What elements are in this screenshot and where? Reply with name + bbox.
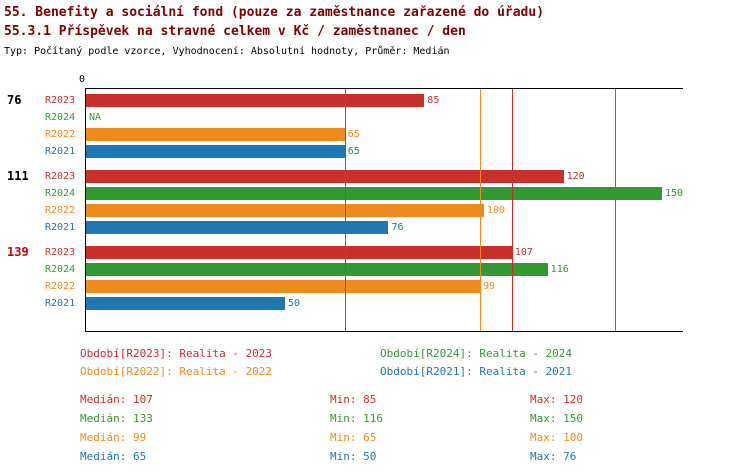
bar-r2021 — [86, 221, 389, 234]
bar-row: R2022 100 — [45, 204, 683, 217]
bar-r2021 — [86, 145, 345, 158]
stat-max: Max: 120 — [530, 393, 583, 406]
bar-value: 65 — [347, 146, 360, 157]
legend-column-right: Období[R2024]: Realita - 2024 Období[R202… — [380, 345, 572, 381]
bar-r2022 — [86, 280, 481, 293]
series-label: R2023 — [45, 95, 76, 106]
stat-max: Max: 150 — [530, 412, 583, 425]
stat-min: Min: 65 — [330, 431, 377, 444]
bar-r2024 — [86, 263, 548, 276]
legend-column-left: Období[R2023]: Realita - 2023 Období[R202… — [80, 345, 272, 381]
bar-value: 100 — [487, 205, 506, 216]
series-label: R2023 — [45, 247, 76, 258]
median-line-r2023 — [511, 89, 513, 331]
bar-value: 76 — [391, 222, 404, 233]
stat-max: Max: 100 — [530, 431, 583, 444]
stat-min: Min: 85 — [330, 393, 377, 406]
stat-min: Min: 116 — [330, 412, 383, 425]
bar-row: R2024 150 — [45, 187, 683, 200]
stat-max: Max: 76 — [530, 450, 577, 463]
bar-row: R2021 50 — [45, 297, 683, 310]
bar-group-139: 139 R2023 107 R2024 116 R2022 99 R2021 50 — [7, 246, 683, 310]
legend-item-r2022: Období[R2022]: Realita - 2022 — [80, 365, 273, 378]
bar-value: 107 — [514, 247, 533, 258]
bar-r2023 — [86, 94, 425, 107]
bar-row: R2024 NA — [45, 111, 683, 124]
bar-r2024 — [86, 187, 662, 200]
group-label: 111 — [7, 169, 29, 183]
plot-area: 0 76 R2023 85 R2024 NA R2022 65 R2021 65 111 R2023… — [7, 74, 683, 332]
chart-subtitle: Typ: Počítaný podle vzorce, Vyhodnocení:… — [4, 46, 450, 57]
bar-row: 76 R2023 85 — [7, 94, 683, 107]
bar-value: 99 — [483, 281, 496, 292]
bar-row: R2022 99 — [45, 280, 683, 293]
group-label: 76 — [7, 93, 22, 107]
stats-row-r2023: Medián: 107 Min: 85 Max: 120 — [80, 390, 700, 409]
bar-row: 139 R2023 107 — [7, 246, 683, 259]
series-label: R2024 — [45, 264, 76, 275]
median-line-r2022 — [480, 89, 482, 331]
series-label: R2022 — [45, 205, 76, 216]
x-axis-origin-label: 0 — [79, 74, 86, 85]
report-title: 55. Benefity a sociální fond (pouze za z… — [4, 5, 545, 20]
stat-min: Min: 50 — [330, 450, 377, 463]
stats-row-r2024: Medián: 133 Min: 116 Max: 150 — [80, 409, 700, 428]
series-label: R2024 — [45, 188, 76, 199]
stats-row-r2022: Medián: 99 Min: 65 Max: 100 — [80, 428, 700, 447]
bar-r2022 — [86, 204, 484, 217]
bar-value: 120 — [566, 171, 585, 182]
bar-value: 150 — [664, 188, 683, 199]
bar-r2022 — [86, 128, 345, 141]
series-label: R2021 — [45, 146, 76, 157]
bar-group-76: 76 R2023 85 R2024 NA R2022 65 R2021 65 — [7, 94, 683, 158]
bar-value: 50 — [288, 298, 301, 309]
bar-row: 111 R2023 120 — [7, 170, 683, 183]
bar-group-111: 111 R2023 120 R2024 150 R2022 100 R2021 76 — [7, 170, 683, 234]
bar-r2023 — [86, 246, 512, 259]
series-label: R2021 — [45, 222, 76, 233]
bar-row: R2021 65 — [45, 145, 683, 158]
series-label: R2022 — [45, 281, 76, 292]
stat-median: Medián: 65 — [80, 450, 147, 463]
bar-value: 85 — [427, 95, 440, 106]
bar-groups: 76 R2023 85 R2024 NA R2022 65 R2021 65 111 R2023 12… — [7, 89, 683, 310]
median-line-r2024 — [615, 89, 617, 331]
stat-median: Medián: 133 — [80, 412, 153, 425]
series-label: R2024 — [45, 112, 76, 123]
stat-median: Medián: 99 — [80, 431, 147, 444]
stats-table: Medián: 107 Min: 85 Max: 120 Medián: 133 Min… — [80, 390, 700, 466]
bar-row: R2024 116 — [45, 263, 683, 276]
bar-row: R2022 65 — [45, 128, 683, 141]
na-label: NA — [89, 112, 102, 123]
bar-r2021 — [86, 297, 285, 310]
bar-value: 116 — [550, 264, 569, 275]
series-label: R2022 — [45, 129, 76, 140]
bar-r2023 — [86, 170, 564, 183]
bar-row: R2021 76 — [45, 221, 683, 234]
bar-value: 65 — [347, 129, 360, 140]
stats-row-r2021: Medián: 65 Min: 50 Max: 76 — [80, 447, 700, 466]
stat-median: Medián: 107 — [80, 393, 153, 406]
legend-item-r2023: Období[R2023]: Realita - 2023 — [80, 347, 273, 360]
indicator-title: 55.3.1 Příspěvek na stravné celkem v Kč … — [4, 24, 466, 39]
series-label: R2023 — [45, 171, 76, 182]
group-label: 139 — [7, 245, 29, 259]
legend-item-r2021: Období[R2021]: Realita - 2021 — [380, 365, 573, 378]
legend-item-r2024: Období[R2024]: Realita - 2024 — [380, 347, 573, 360]
median-line-r2021 — [344, 89, 346, 331]
series-label: R2021 — [45, 298, 76, 309]
